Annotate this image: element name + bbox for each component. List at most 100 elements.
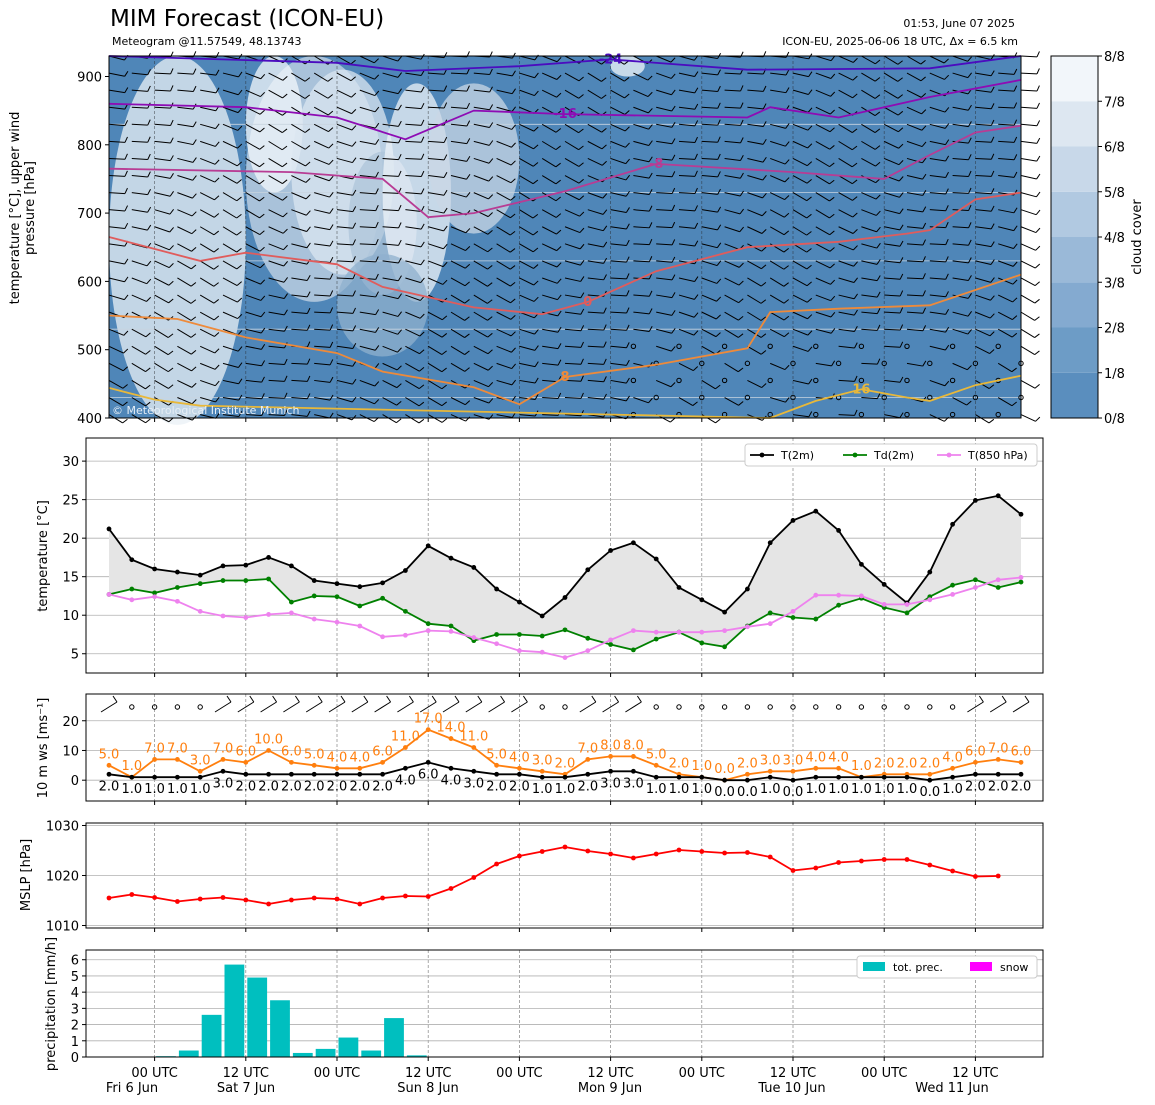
- wind-barb-feather: [226, 695, 232, 703]
- wind-barb-feather: [806, 196, 812, 202]
- calm-wind-marker: [174, 704, 181, 710]
- wind-barb-feather: [990, 205, 995, 212]
- wind-barb-feather: [876, 226, 881, 233]
- wind-barb-feather: [305, 177, 311, 183]
- wind-barb-shaft: [906, 157, 923, 164]
- legend-box: [856, 955, 1038, 979]
- wind-barb-shaft: [313, 123, 329, 133]
- wind-barb-feather: [237, 107, 243, 113]
- wind-barb-feather: [625, 174, 631, 181]
- wind-barb-feather: [489, 104, 494, 110]
- wind-barb-feather: [374, 106, 380, 113]
- wind-data-label: 1.0: [805, 782, 826, 797]
- wind-barb-shaft: [792, 328, 809, 336]
- wind-barb-shaft: [245, 414, 262, 417]
- wind-barb-shaft: [610, 379, 627, 384]
- wind-barb-feather: [556, 56, 562, 63]
- wind-barb-shaft: [998, 72, 1015, 75]
- wind-barb-feather: [533, 296, 539, 302]
- wind-barb-feather: [738, 280, 744, 286]
- wind-barb-feather: [967, 72, 973, 78]
- wind-barb-shaft: [336, 379, 353, 385]
- wind-barb-shaft: [678, 72, 695, 78]
- wind-barb-feather: [920, 93, 927, 98]
- wind-barb-feather: [466, 120, 471, 127]
- wind-barb-shaft: [564, 294, 581, 299]
- wind-barb-feather: [694, 103, 699, 110]
- wind-barb-shaft: [564, 379, 582, 382]
- wind-barb-feather: [740, 85, 744, 92]
- wind-barb-shaft: [815, 311, 832, 318]
- wind-barb-shaft: [564, 123, 579, 134]
- wind-barb-feather: [122, 418, 128, 424]
- wind-barb-shaft: [245, 345, 262, 350]
- wind-barb-feather: [806, 231, 812, 236]
- wind-barb-feather: [783, 265, 789, 270]
- x-tick-label: 00 UTC: [861, 1066, 907, 1081]
- wind-barb-shaft: [997, 294, 1013, 303]
- wind-barb-feather: [328, 143, 334, 149]
- wind-barb-shaft: [1020, 192, 1037, 198]
- colorbar-segment: [1051, 327, 1098, 373]
- wind-barb-feather: [784, 195, 790, 200]
- wind-barb-shaft: [108, 106, 125, 110]
- wind-barb-shaft: [428, 140, 445, 143]
- wind-barb-shaft: [305, 701, 323, 713]
- wind-barb-shaft: [131, 277, 147, 285]
- wind-barb-feather: [533, 162, 539, 167]
- wind-barb-shaft: [268, 226, 284, 234]
- wind-barb-shaft: [633, 328, 650, 332]
- wind-barb-shaft: [496, 192, 511, 201]
- wind-barb-feather: [624, 126, 630, 132]
- wind-barb-feather: [168, 384, 174, 389]
- wind-barb-shaft: [656, 345, 672, 352]
- wind-barb-feather: [601, 94, 607, 99]
- wind-barb-shaft: [405, 123, 422, 126]
- temperature-point: [1018, 579, 1024, 585]
- wind-barb-feather: [899, 341, 904, 348]
- wind-barb-shaft: [336, 226, 353, 229]
- wind-barb-feather: [214, 332, 220, 337]
- wind-barb-feather: [464, 333, 470, 338]
- wind-barb-feather: [945, 155, 950, 162]
- wind-barb-shaft: [427, 311, 443, 321]
- wind-barb-feather: [990, 241, 995, 247]
- wind-barb-shaft: [519, 243, 534, 253]
- wind-barb-feather: [555, 128, 562, 133]
- wind-barb-feather: [192, 139, 197, 145]
- temperature-point: [699, 629, 705, 635]
- wind-barb-feather: [167, 350, 174, 356]
- temperature-point: [904, 610, 910, 616]
- cloud-patch: [108, 56, 246, 425]
- wind-barb-feather: [945, 139, 950, 145]
- wind-barb-feather: [510, 281, 516, 287]
- wind-barb-shaft: [610, 157, 626, 165]
- wind-barb-shaft: [473, 140, 490, 146]
- wind-barb-feather: [875, 210, 881, 216]
- wind-barb-shaft: [382, 55, 398, 62]
- wind-barb-feather: [112, 695, 118, 703]
- wind-barb-shaft: [701, 226, 718, 231]
- calm-wind-marker: [835, 360, 842, 367]
- wind-barb-feather: [487, 247, 493, 253]
- wind-barb-shaft: [906, 209, 923, 213]
- wind-barb-shaft: [542, 397, 559, 399]
- wind-barb-shaft: [473, 157, 490, 164]
- temperature-point: [653, 629, 659, 635]
- wind-barb-shaft: [108, 328, 124, 336]
- wind-barb-feather: [899, 273, 904, 280]
- wind-barb-shaft: [587, 277, 604, 281]
- temperature-point: [836, 528, 841, 533]
- wind-barb-feather: [603, 324, 607, 331]
- wind-barb-feather: [875, 161, 881, 167]
- wind-barb-feather: [190, 333, 197, 338]
- wind-barb-feather: [261, 343, 266, 350]
- wind-barb-feather: [487, 365, 493, 371]
- wind-data-label: 1.0: [121, 782, 142, 797]
- wind-barb-feather: [829, 196, 835, 202]
- temperature-point: [767, 540, 773, 546]
- temperature-point: [608, 637, 613, 643]
- copyright-note: © Meteorological Institute Munich: [112, 404, 299, 417]
- wind-barb-shaft: [314, 414, 330, 419]
- wind-data-label: 1.0: [691, 759, 712, 774]
